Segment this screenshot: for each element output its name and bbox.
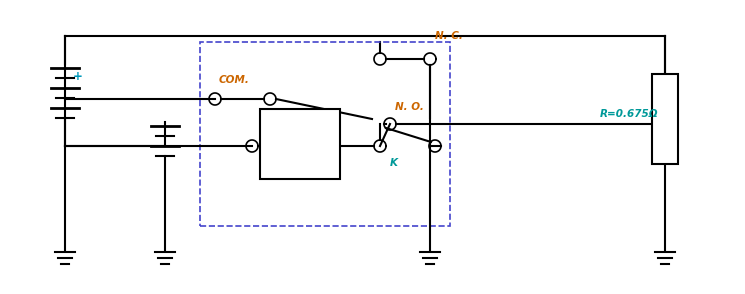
Bar bbox=[652, 74, 678, 164]
Text: R=0.675Ω: R=0.675Ω bbox=[600, 109, 659, 119]
Text: K: K bbox=[390, 158, 398, 168]
Text: N. C.: N. C. bbox=[435, 31, 463, 41]
Bar bbox=[200, 42, 450, 226]
Text: +: + bbox=[73, 69, 83, 83]
Text: COM.: COM. bbox=[219, 75, 250, 85]
Text: N. O.: N. O. bbox=[395, 102, 424, 112]
Bar bbox=[260, 109, 340, 179]
